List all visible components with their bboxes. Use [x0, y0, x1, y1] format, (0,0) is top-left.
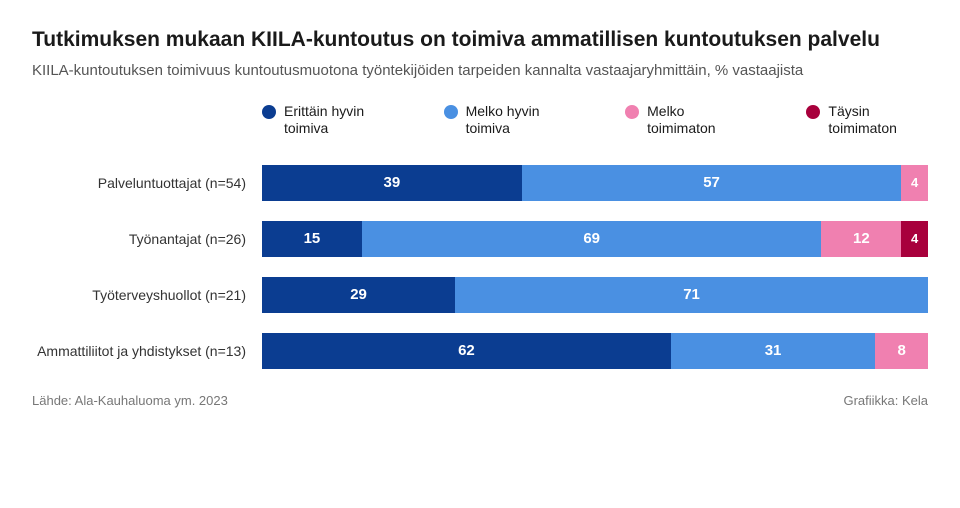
row-label: Työnantajat (n=26)	[32, 231, 262, 247]
bar-segment: 29	[262, 277, 455, 313]
row-label: Ammattiliitot ja yhdistykset (n=13)	[32, 343, 262, 359]
bar-segment: 69	[362, 221, 822, 257]
stacked-bar: 2971	[262, 277, 928, 313]
chart-title: Tutkimuksen mukaan KIILA-kuntoutus on to…	[32, 28, 928, 52]
legend-item: Erittäin hyvin toimiva	[262, 103, 384, 137]
chart-row: Työnantajat (n=26)1569124	[32, 221, 928, 257]
chart-subtitle: KIILA-kuntoutuksen toimivuus kuntoutusmu…	[32, 62, 928, 79]
legend-swatch	[625, 105, 639, 119]
chart-footer: Lähde: Ala-Kauhaluoma ym. 2023 Grafiikka…	[32, 393, 928, 408]
bar-segment: 4	[901, 221, 928, 257]
stacked-bar: 1569124	[262, 221, 928, 257]
bar-segment: 71	[455, 277, 928, 313]
chart-area: Palveluntuottajat (n=54)39574Työnantajat…	[32, 165, 928, 369]
row-label: Palveluntuottajat (n=54)	[32, 175, 262, 191]
credit-text: Grafiikka: Kela	[843, 393, 928, 408]
chart-row: Palveluntuottajat (n=54)39574	[32, 165, 928, 201]
chart-row: Työterveyshuollot (n=21)2971	[32, 277, 928, 313]
source-text: Lähde: Ala-Kauhaluoma ym. 2023	[32, 393, 228, 408]
legend-label: Täysin toimimaton	[828, 103, 928, 137]
chart-row: Ammattiliitot ja yhdistykset (n=13)62318	[32, 333, 928, 369]
bar-segment: 39	[262, 165, 522, 201]
row-label: Työterveyshuollot (n=21)	[32, 287, 262, 303]
legend-swatch	[262, 105, 276, 119]
stacked-bar: 39574	[262, 165, 928, 201]
bar-segment: 15	[262, 221, 362, 257]
stacked-bar: 62318	[262, 333, 928, 369]
legend-swatch	[444, 105, 458, 119]
bar-segment: 12	[821, 221, 901, 257]
legend-label: Melko toimimaton	[647, 103, 746, 137]
legend-item: Melko hyvin toimiva	[444, 103, 566, 137]
legend-label: Erittäin hyvin toimiva	[284, 103, 384, 137]
legend-label: Melko hyvin toimiva	[466, 103, 566, 137]
bar-segment: 4	[901, 165, 928, 201]
bar-segment: 31	[671, 333, 875, 369]
bar-segment: 57	[522, 165, 902, 201]
bar-segment: 8	[875, 333, 928, 369]
bar-segment: 62	[262, 333, 671, 369]
legend-item: Täysin toimimaton	[806, 103, 928, 137]
legend-item: Melko toimimaton	[625, 103, 746, 137]
legend-swatch	[806, 105, 820, 119]
legend: Erittäin hyvin toimiva Melko hyvin toimiv…	[262, 103, 928, 137]
